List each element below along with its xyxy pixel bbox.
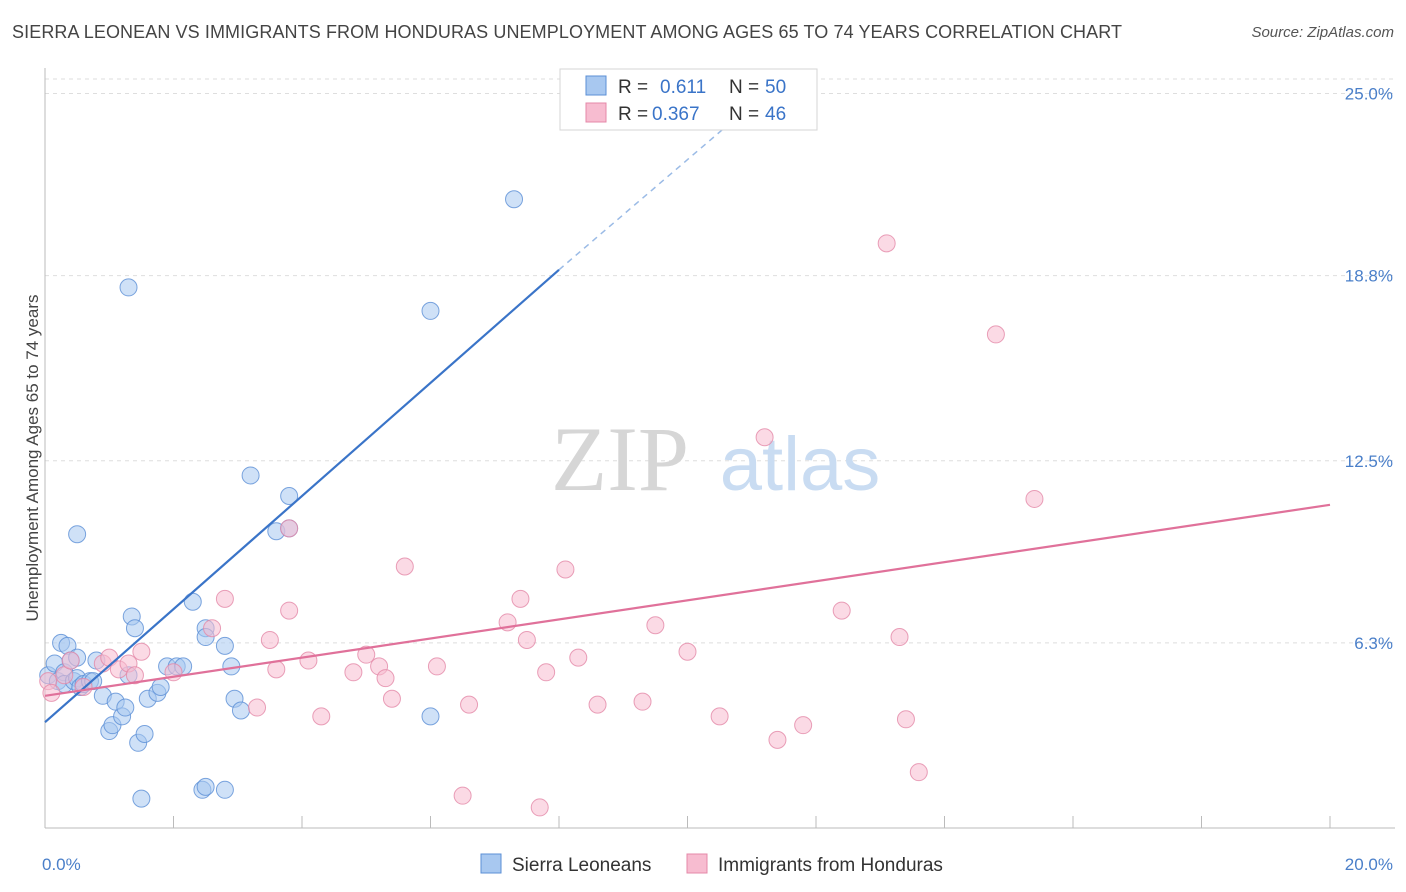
bottom-legend-swatch-honduras (686, 853, 708, 874)
bottom-legend-label-1: Immigrants from Honduras (718, 855, 943, 876)
point-honduras-44 (877, 234, 896, 253)
point-honduras-49 (1025, 489, 1044, 508)
point-honduras-26 (427, 657, 446, 676)
point-honduras-12 (203, 619, 222, 638)
point-honduras-28 (460, 695, 479, 714)
point-honduras-9 (125, 666, 144, 685)
trend-line-honduras (44, 503, 1331, 697)
point-honduras-10 (132, 642, 151, 661)
legend-box: R = 0.611 N = 50 R = 0.367 N = 46 (559, 68, 818, 131)
point-honduras-51 (280, 519, 299, 538)
point-honduras-42 (794, 716, 813, 735)
bottom-legend-label-0: Sierra Leoneans (512, 855, 651, 876)
legend-swatch-sierra-leoneans (585, 75, 607, 96)
point-honduras-37 (646, 616, 665, 635)
point-honduras-48 (986, 325, 1005, 344)
point-sierra-leonean-26 (132, 789, 151, 808)
bottom-legend-swatch-sierra-leoneans (480, 853, 502, 874)
point-honduras-23 (376, 669, 395, 688)
legend-r-label-0: R = (618, 77, 648, 98)
y-tick-label-3: 6.3% (1354, 634, 1393, 653)
data-points (39, 190, 1044, 817)
point-sierra-leonean-51 (119, 278, 138, 297)
gridlines (45, 78, 1395, 644)
point-honduras-43 (832, 601, 851, 620)
legend-n-value-0: 50 (765, 77, 786, 98)
y-tick-label-2: 12.5% (1345, 452, 1393, 471)
point-honduras-34 (569, 648, 588, 667)
legend-r-value-0: 0.611 (660, 77, 706, 98)
point-honduras-20 (344, 663, 363, 682)
point-honduras-15 (260, 630, 279, 649)
axes (44, 68, 1395, 829)
point-sierra-leonean-34 (183, 592, 202, 611)
point-sierra-leonean-30 (151, 677, 170, 696)
point-honduras-40 (755, 428, 774, 447)
point-sierra-leonean-24 (125, 619, 144, 638)
y-tick-labels: 25.0% 18.8% 12.5% 6.3% (1345, 85, 1393, 653)
watermark: ZIP atlas (551, 408, 880, 510)
point-honduras-47 (909, 763, 928, 782)
point-sierra-leonean-52 (68, 525, 87, 544)
legend-n-value-1: 46 (765, 104, 786, 125)
point-sierra-leonean-49 (421, 301, 440, 320)
x-tick-labels: 0.0% 20.0% (42, 855, 1393, 874)
legend-n-label-0: N = (729, 77, 759, 98)
point-honduras-32 (537, 663, 556, 682)
point-honduras-18 (299, 651, 318, 670)
y-axis-label: Unemployment Among Ages 65 to 74 years (23, 295, 42, 622)
bottom-legend: Sierra Leoneans Immigrants from Honduras (480, 853, 943, 876)
point-honduras-25 (395, 557, 414, 576)
y-tick-label-1: 18.8% (1345, 267, 1393, 286)
point-honduras-45 (890, 628, 909, 647)
legend-n-label-1: N = (729, 104, 759, 125)
watermark-zip: ZIP (551, 408, 689, 510)
source-label: Source: ZipAtlas.com (1251, 24, 1394, 41)
watermark-atlas: atlas (720, 422, 881, 507)
point-honduras-41 (768, 730, 787, 749)
legend-r-value-1: 0.367 (652, 104, 700, 125)
point-sierra-leonean-42 (215, 780, 234, 799)
x-tick-label-1: 20.0% (1345, 855, 1393, 874)
point-sierra-leonean-44 (241, 466, 260, 485)
point-honduras-14 (248, 698, 267, 717)
point-sierra-leonean-41 (196, 777, 215, 796)
point-sierra-leonean-48 (421, 707, 440, 726)
point-sierra-leonean-27 (135, 724, 154, 743)
point-honduras-39 (710, 707, 729, 726)
point-sierra-leonean-21 (116, 698, 135, 717)
point-honduras-46 (896, 710, 915, 729)
point-sierra-leonean-47 (280, 487, 299, 506)
point-honduras-13 (215, 589, 234, 608)
point-honduras-36 (633, 692, 652, 711)
point-honduras-38 (678, 642, 697, 661)
point-honduras-30 (511, 589, 530, 608)
point-honduras-3 (61, 651, 80, 670)
legend-swatch-honduras (585, 102, 607, 123)
legend-r-label-1: R = (618, 104, 648, 125)
chart-title: SIERRA LEONEAN VS IMMIGRANTS FROM HONDUR… (12, 22, 1123, 42)
point-honduras-17 (280, 601, 299, 620)
point-sierra-leonean-43 (231, 701, 250, 720)
y-tick-label-0: 25.0% (1345, 85, 1393, 104)
point-honduras-31 (517, 630, 536, 649)
point-honduras-35 (588, 695, 607, 714)
point-honduras-24 (382, 689, 401, 708)
x-tick-label-0: 0.0% (42, 855, 81, 874)
point-honduras-21 (357, 645, 376, 664)
point-honduras-50 (530, 798, 549, 817)
point-honduras-27 (453, 786, 472, 805)
point-honduras-19 (312, 707, 331, 726)
point-sierra-leonean-50 (505, 190, 524, 209)
trend-line-sierra-leoneans (44, 268, 560, 724)
point-sierra-leonean-37 (215, 636, 234, 655)
point-honduras-33 (556, 560, 575, 579)
